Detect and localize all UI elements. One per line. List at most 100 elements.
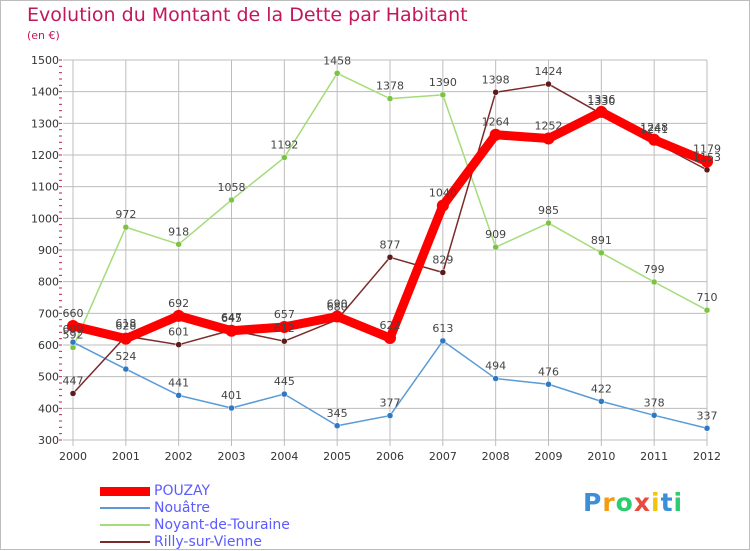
data-label: 891 bbox=[591, 234, 612, 247]
data-point bbox=[492, 243, 499, 251]
x-tick-label: 2012 bbox=[693, 450, 721, 463]
data-label: 1179 bbox=[693, 143, 721, 156]
y-tick-label: 900 bbox=[38, 244, 59, 257]
data-point bbox=[331, 310, 344, 323]
y-tick-label: 1300 bbox=[31, 117, 59, 130]
data-point bbox=[489, 128, 502, 141]
data-point bbox=[650, 278, 658, 286]
data-label: 378 bbox=[644, 396, 665, 409]
data-point bbox=[703, 166, 711, 174]
data-label: 447 bbox=[63, 374, 84, 387]
y-tick-label: 300 bbox=[38, 434, 59, 447]
data-label: 401 bbox=[221, 389, 242, 402]
chart-title: Evolution du Montant de la Dette par Hab… bbox=[27, 4, 468, 26]
y-tick-label: 1200 bbox=[31, 149, 59, 162]
data-point bbox=[436, 199, 449, 212]
data-point bbox=[701, 155, 713, 168]
data-label: 799 bbox=[644, 263, 665, 276]
data-label: 660 bbox=[63, 307, 84, 320]
data-label: 1241 bbox=[640, 123, 668, 136]
legend-swatch-noyant bbox=[100, 524, 150, 526]
data-point bbox=[650, 412, 658, 419]
data-label: 692 bbox=[168, 297, 189, 310]
legend-swatch-rilly bbox=[100, 541, 150, 543]
logo-letter: P bbox=[583, 488, 603, 517]
legend-swatch-nouatre bbox=[100, 507, 150, 509]
data-label: 1330 bbox=[587, 95, 615, 108]
x-tick-label: 2001 bbox=[112, 450, 140, 463]
data-point bbox=[598, 398, 605, 405]
data-point bbox=[175, 392, 182, 399]
legend-swatch-pouzay bbox=[100, 486, 150, 496]
x-tick-label: 2005 bbox=[323, 450, 351, 463]
logo-letter: r bbox=[602, 488, 616, 517]
data-label: 494 bbox=[485, 360, 506, 373]
y-tick-label: 1000 bbox=[31, 212, 59, 225]
data-label: 645 bbox=[221, 312, 242, 325]
data-point bbox=[545, 219, 552, 227]
data-label: 909 bbox=[485, 228, 506, 241]
data-point bbox=[122, 223, 130, 231]
data-label: 337 bbox=[697, 409, 718, 422]
x-tick-label: 2009 bbox=[535, 450, 563, 463]
data-point bbox=[281, 154, 288, 161]
logo-letter: x bbox=[633, 488, 651, 517]
data-point bbox=[333, 422, 341, 429]
data-point bbox=[69, 338, 77, 346]
data-label: 1248 bbox=[640, 121, 668, 134]
data-label: 1252 bbox=[535, 120, 563, 133]
data-point bbox=[439, 91, 447, 99]
data-label: 476 bbox=[538, 365, 559, 378]
data-label: 985 bbox=[538, 204, 559, 217]
data-point bbox=[228, 196, 235, 204]
proxiti-logo: Proxiti bbox=[583, 488, 683, 517]
data-point bbox=[492, 89, 499, 96]
data-label: 612 bbox=[274, 322, 295, 335]
legend-label-nouatre: Nouâtre bbox=[154, 500, 211, 516]
data-point bbox=[386, 254, 394, 261]
x-tick-label: 2007 bbox=[429, 450, 457, 463]
y-tick-label: 800 bbox=[38, 276, 59, 289]
data-point bbox=[439, 269, 447, 276]
data-label: 918 bbox=[168, 225, 189, 238]
chart-subtitle: (en €) bbox=[27, 29, 60, 42]
data-label: 609 bbox=[63, 323, 84, 336]
data-label: 1398 bbox=[482, 73, 510, 86]
data-label: 690 bbox=[327, 298, 348, 311]
data-label: 1458 bbox=[323, 54, 351, 67]
data-point bbox=[175, 341, 182, 348]
data-label: 680 bbox=[327, 301, 348, 314]
data-label: 622 bbox=[380, 319, 401, 332]
data-label: 441 bbox=[168, 376, 189, 389]
x-tick-label: 2010 bbox=[587, 450, 615, 463]
data-label: 1192 bbox=[270, 139, 298, 152]
data-point bbox=[439, 337, 447, 345]
data-point bbox=[542, 132, 555, 145]
data-point bbox=[386, 412, 394, 419]
data-point bbox=[175, 241, 182, 248]
data-point bbox=[278, 320, 291, 333]
data-label: 1390 bbox=[429, 76, 457, 89]
data-point bbox=[119, 332, 132, 345]
data-point bbox=[648, 133, 661, 146]
x-tick-label: 2008 bbox=[482, 450, 510, 463]
data-label: 601 bbox=[168, 326, 189, 339]
y-tick-label: 500 bbox=[38, 371, 59, 384]
legend-label-pouzay: POUZAY bbox=[154, 483, 211, 499]
x-tick-label: 2000 bbox=[59, 450, 87, 463]
data-label: 524 bbox=[115, 350, 136, 363]
data-label: 657 bbox=[274, 308, 295, 321]
x-tick-label: 2004 bbox=[270, 450, 298, 463]
data-label: 613 bbox=[432, 322, 453, 335]
x-tick-label: 2006 bbox=[376, 450, 404, 463]
data-point bbox=[122, 365, 130, 373]
x-tick-label: 2002 bbox=[165, 450, 193, 463]
data-point bbox=[545, 80, 552, 88]
data-point bbox=[598, 249, 605, 257]
logo-letter: t bbox=[660, 488, 674, 517]
logo-letter: i bbox=[673, 488, 684, 517]
data-label: 647 bbox=[221, 311, 242, 324]
data-point bbox=[69, 344, 77, 351]
data-point bbox=[333, 70, 341, 77]
logo-letter: i bbox=[651, 488, 661, 517]
